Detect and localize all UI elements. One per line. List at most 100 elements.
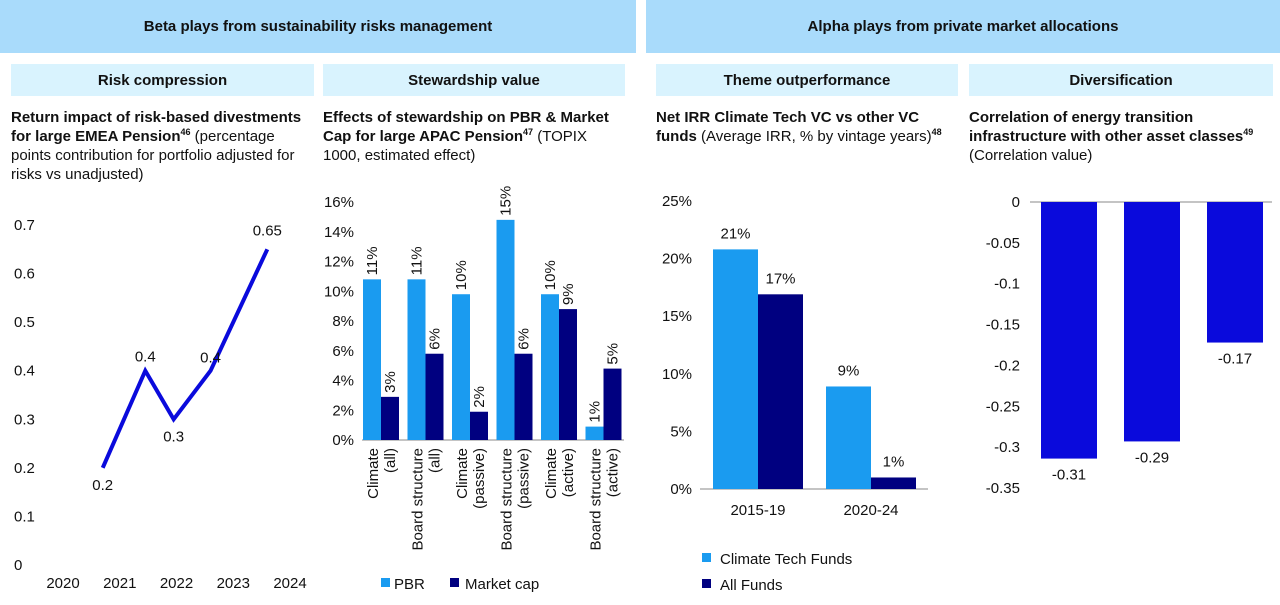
title-text: Correlation of energy transition infrast… (969, 109, 1244, 145)
y-tick-label: 0.7 (14, 217, 35, 234)
data-label: 6% (427, 328, 444, 350)
y-tick-label: 6% (332, 343, 354, 360)
panel-title-1: Return impact of risk-based divestments … (11, 108, 311, 184)
panel-header-theme-outperformance: Theme outperformance (656, 64, 958, 96)
legend-swatch-all-funds (702, 579, 711, 588)
data-label: -0.17 (1218, 351, 1252, 368)
bar-climate-tech-funds (826, 386, 871, 489)
category-label: (all) (382, 448, 399, 473)
category-label: Climate (543, 448, 560, 499)
bar (1124, 202, 1180, 442)
y-tick-label: -0.35 (986, 480, 1020, 497)
y-tick-label: 0.4 (14, 363, 35, 380)
legend-swatch-pbr (381, 578, 390, 587)
bar (1041, 202, 1097, 459)
x-tick-label: 2023 (217, 575, 250, 592)
y-tick-label: 5% (670, 423, 692, 440)
subtitle-text: (Average IRR, % by vintage years) (701, 128, 932, 145)
bar-market-cap (514, 353, 533, 440)
legend-label-climate-tech: Climate Tech Funds (720, 551, 852, 568)
data-label: 2% (471, 386, 488, 408)
x-tick-label: 2020 (46, 575, 79, 592)
y-tick-label: 2% (332, 402, 354, 419)
category-label: (active) (605, 448, 622, 497)
y-tick-label: 0% (670, 481, 692, 498)
data-label: 10% (453, 260, 470, 290)
title-text: Return impact of risk-based divestments … (11, 109, 302, 145)
bar-pbr (363, 279, 381, 440)
y-tick-label: 0 (1012, 194, 1020, 211)
y-tick-label: 0.3 (14, 411, 35, 428)
y-tick-label: 0% (332, 432, 354, 449)
data-label: 11% (409, 246, 426, 275)
y-tick-label: -0.2 (994, 357, 1020, 374)
title-text: Effects of stewardship on PBR & Market C… (323, 109, 609, 145)
data-label: 9% (560, 283, 577, 305)
data-label: 10% (542, 260, 559, 290)
data-label: 15% (498, 186, 515, 216)
bar-pbr (585, 426, 604, 440)
y-tick-label: -0.15 (986, 317, 1020, 334)
section-header-beta: Beta plays from sustainability risks man… (0, 0, 636, 53)
panel-title-3: Net IRR Climate Tech VC vs other VC fund… (656, 108, 956, 146)
y-tick-label: 0 (14, 557, 22, 574)
data-label: 0.3 (163, 428, 184, 445)
category-label: Board structure (410, 448, 427, 551)
subtitle-text: (Correlation value) (969, 147, 1093, 164)
subtitle-text: (TOPIX 1000, estimated effect) (323, 128, 587, 164)
legend-label-all-funds: All Funds (720, 577, 783, 594)
footnote-marker: 47 (523, 127, 534, 137)
footnote-marker: 48 (931, 127, 942, 137)
data-label: 1% (587, 401, 604, 423)
y-tick-label: 8% (332, 313, 354, 330)
data-label: 17% (765, 270, 795, 287)
panel-header-diversification: Diversification (969, 64, 1273, 96)
data-label: 6% (516, 328, 533, 350)
category-label: Climate (454, 448, 471, 499)
y-tick-label: 16% (324, 194, 354, 211)
series-line (100, 248, 270, 469)
data-label: -0.29 (1135, 449, 1169, 466)
panel-header-risk-compression: Risk compression (11, 64, 314, 96)
data-label: 0.65 (253, 222, 282, 239)
y-tick-label: 14% (324, 224, 354, 241)
data-label: -0.31 (1052, 467, 1086, 484)
y-tick-label: 25% (662, 193, 692, 210)
bar-market-cap (381, 396, 399, 440)
footnote-marker: 49 (1243, 127, 1254, 137)
x-tick-label: 2015-19 (730, 502, 785, 519)
legend-label-pbr: PBR (394, 576, 425, 593)
category-label: Board structure (588, 448, 605, 551)
legend-swatch-climate-tech (702, 553, 711, 562)
data-label: 3% (382, 371, 399, 393)
bar-market-cap (603, 368, 622, 440)
category-label: Board structure (499, 448, 516, 551)
category-label: (passive) (516, 448, 533, 509)
category-label: Climate (365, 448, 382, 499)
bar-all-funds (758, 294, 803, 489)
y-tick-label: -0.3 (994, 439, 1020, 456)
y-tick-label: 15% (662, 308, 692, 325)
footnote-marker: 46 (180, 127, 191, 137)
bar-market-cap (425, 353, 444, 440)
data-label: 5% (605, 343, 622, 365)
section-header-alpha: Alpha plays from private market allocati… (646, 0, 1280, 53)
title-text: Net IRR Climate Tech VC vs other VC fund… (656, 109, 920, 145)
bar-market-cap (559, 309, 577, 440)
bar-pbr (541, 294, 559, 440)
bar-pbr (407, 279, 426, 440)
legend-swatch-market-cap (450, 578, 459, 587)
y-tick-label: 0.2 (14, 460, 35, 477)
y-tick-label: 0.6 (14, 266, 35, 283)
data-label: 0.4 (135, 349, 156, 366)
category-label: (passive) (471, 448, 488, 509)
x-tick-label: 2024 (273, 575, 306, 592)
data-label: 0.2 (92, 477, 113, 494)
bar-market-cap (470, 411, 488, 440)
y-tick-label: -0.1 (994, 276, 1020, 293)
y-tick-label: -0.25 (986, 398, 1020, 415)
panel-title-4: Correlation of energy transition infrast… (969, 108, 1274, 165)
